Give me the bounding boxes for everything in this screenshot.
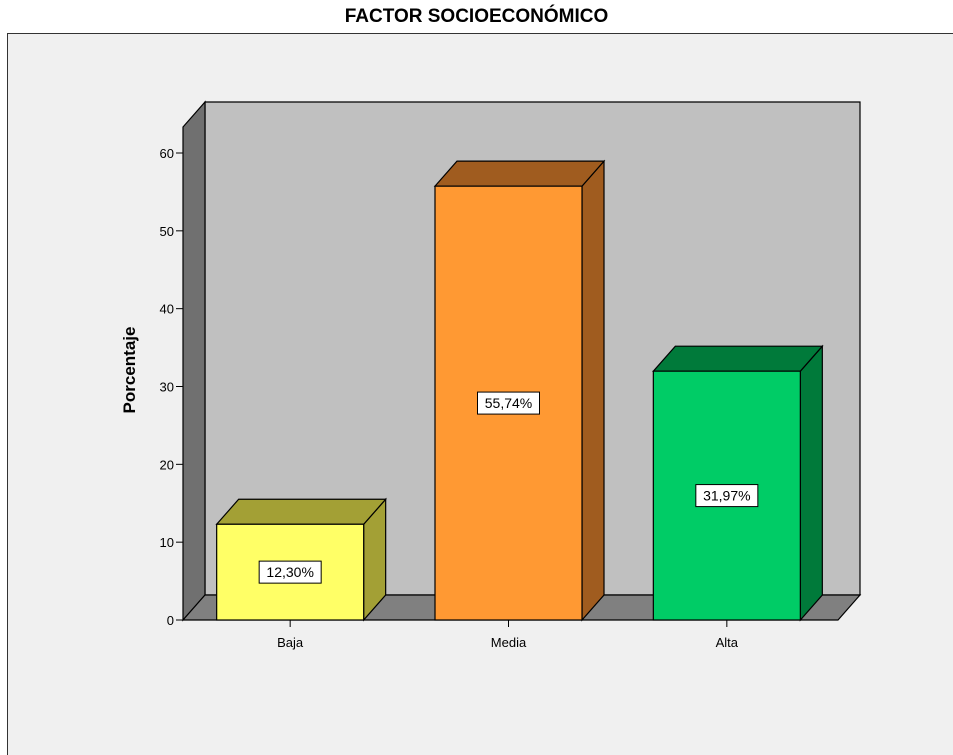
y-tick-label: 10 xyxy=(160,535,174,550)
bar-side-face xyxy=(581,159,605,622)
y-tick-label: 50 xyxy=(160,224,174,239)
bar-top-face xyxy=(215,498,387,525)
data-label: 55,74% xyxy=(477,391,540,415)
bar-alta: 31,97% xyxy=(652,344,824,622)
side-wall xyxy=(182,100,206,622)
bar-media: 55,74% xyxy=(433,159,606,622)
data-label-box xyxy=(477,391,540,415)
x-tick-label: Baja xyxy=(277,635,304,650)
data-label: 31,97% xyxy=(695,484,759,508)
y-tick-label: 30 xyxy=(160,380,174,395)
y-tick-label: 0 xyxy=(167,613,174,628)
y-axis-title: Porcentaje xyxy=(120,327,139,414)
x-tick-label: Alta xyxy=(716,635,739,650)
bar-top-face xyxy=(433,160,606,187)
data-label-text: 12,30% xyxy=(266,564,313,580)
data-label-text: 55,74% xyxy=(485,395,532,411)
data-label-box xyxy=(258,560,322,584)
bar-baja: 12,30% xyxy=(215,497,387,622)
chart-title: FACTOR SOCIOECONÓMICO xyxy=(344,6,609,27)
data-label-box xyxy=(695,484,759,508)
y-tick-label: 40 xyxy=(160,302,174,317)
y-tick-label: 20 xyxy=(160,457,174,472)
data-label-text: 31,97% xyxy=(703,488,750,504)
x-axis: Baja Media Alta xyxy=(277,620,739,650)
bars: 12,30% 55,74% 31,97% xyxy=(215,159,824,622)
bar-top-face xyxy=(652,345,824,372)
x-tick-label: Media xyxy=(491,635,527,650)
y-tick-label: 60 xyxy=(160,146,174,161)
data-label: 12,30% xyxy=(258,560,322,584)
y-axis: 0 10 20 30 40 50 60 xyxy=(160,146,183,628)
bar-side-face xyxy=(799,344,823,622)
